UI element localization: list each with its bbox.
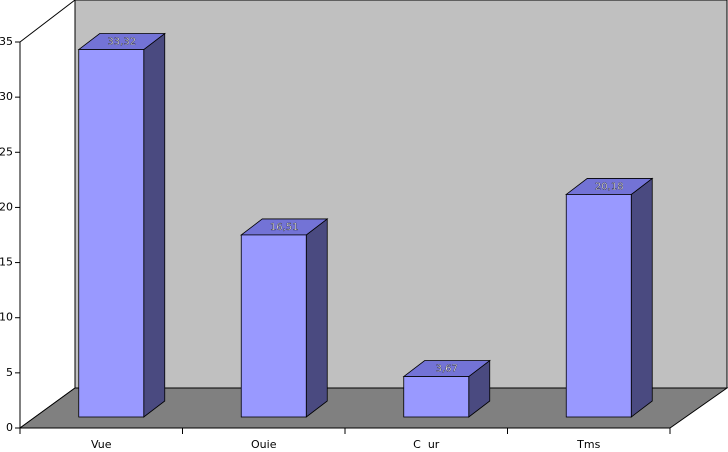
value-label: 20,18 <box>595 181 624 192</box>
bar-side <box>305 218 328 418</box>
bar-side <box>630 177 653 418</box>
y-tick-label: 25 <box>0 145 13 158</box>
bar <box>403 376 470 418</box>
bar-side <box>143 32 166 418</box>
y-tick-label: 35 <box>0 35 13 48</box>
side-wall <box>19 0 76 429</box>
y-tick-label: 5 <box>6 366 13 379</box>
y-tick-label: 20 <box>0 200 13 213</box>
bar <box>565 194 632 418</box>
bar <box>78 49 145 418</box>
y-tick-label: 10 <box>0 311 13 324</box>
y-tick-label: 0 <box>6 421 13 434</box>
y-tick-label: 15 <box>0 256 13 269</box>
x-tick-label: Ouie <box>251 438 277 451</box>
x-tick-label: Tms <box>576 438 600 451</box>
value-label: 33,32 <box>107 37 136 48</box>
bar <box>240 234 307 418</box>
y-tick-label: 30 <box>0 90 13 103</box>
x-tick-label: C ur <box>413 438 440 451</box>
x-tick-label: Vue <box>91 438 112 451</box>
value-label: 3,67 <box>436 364 458 375</box>
value-label: 16,51 <box>270 222 299 233</box>
